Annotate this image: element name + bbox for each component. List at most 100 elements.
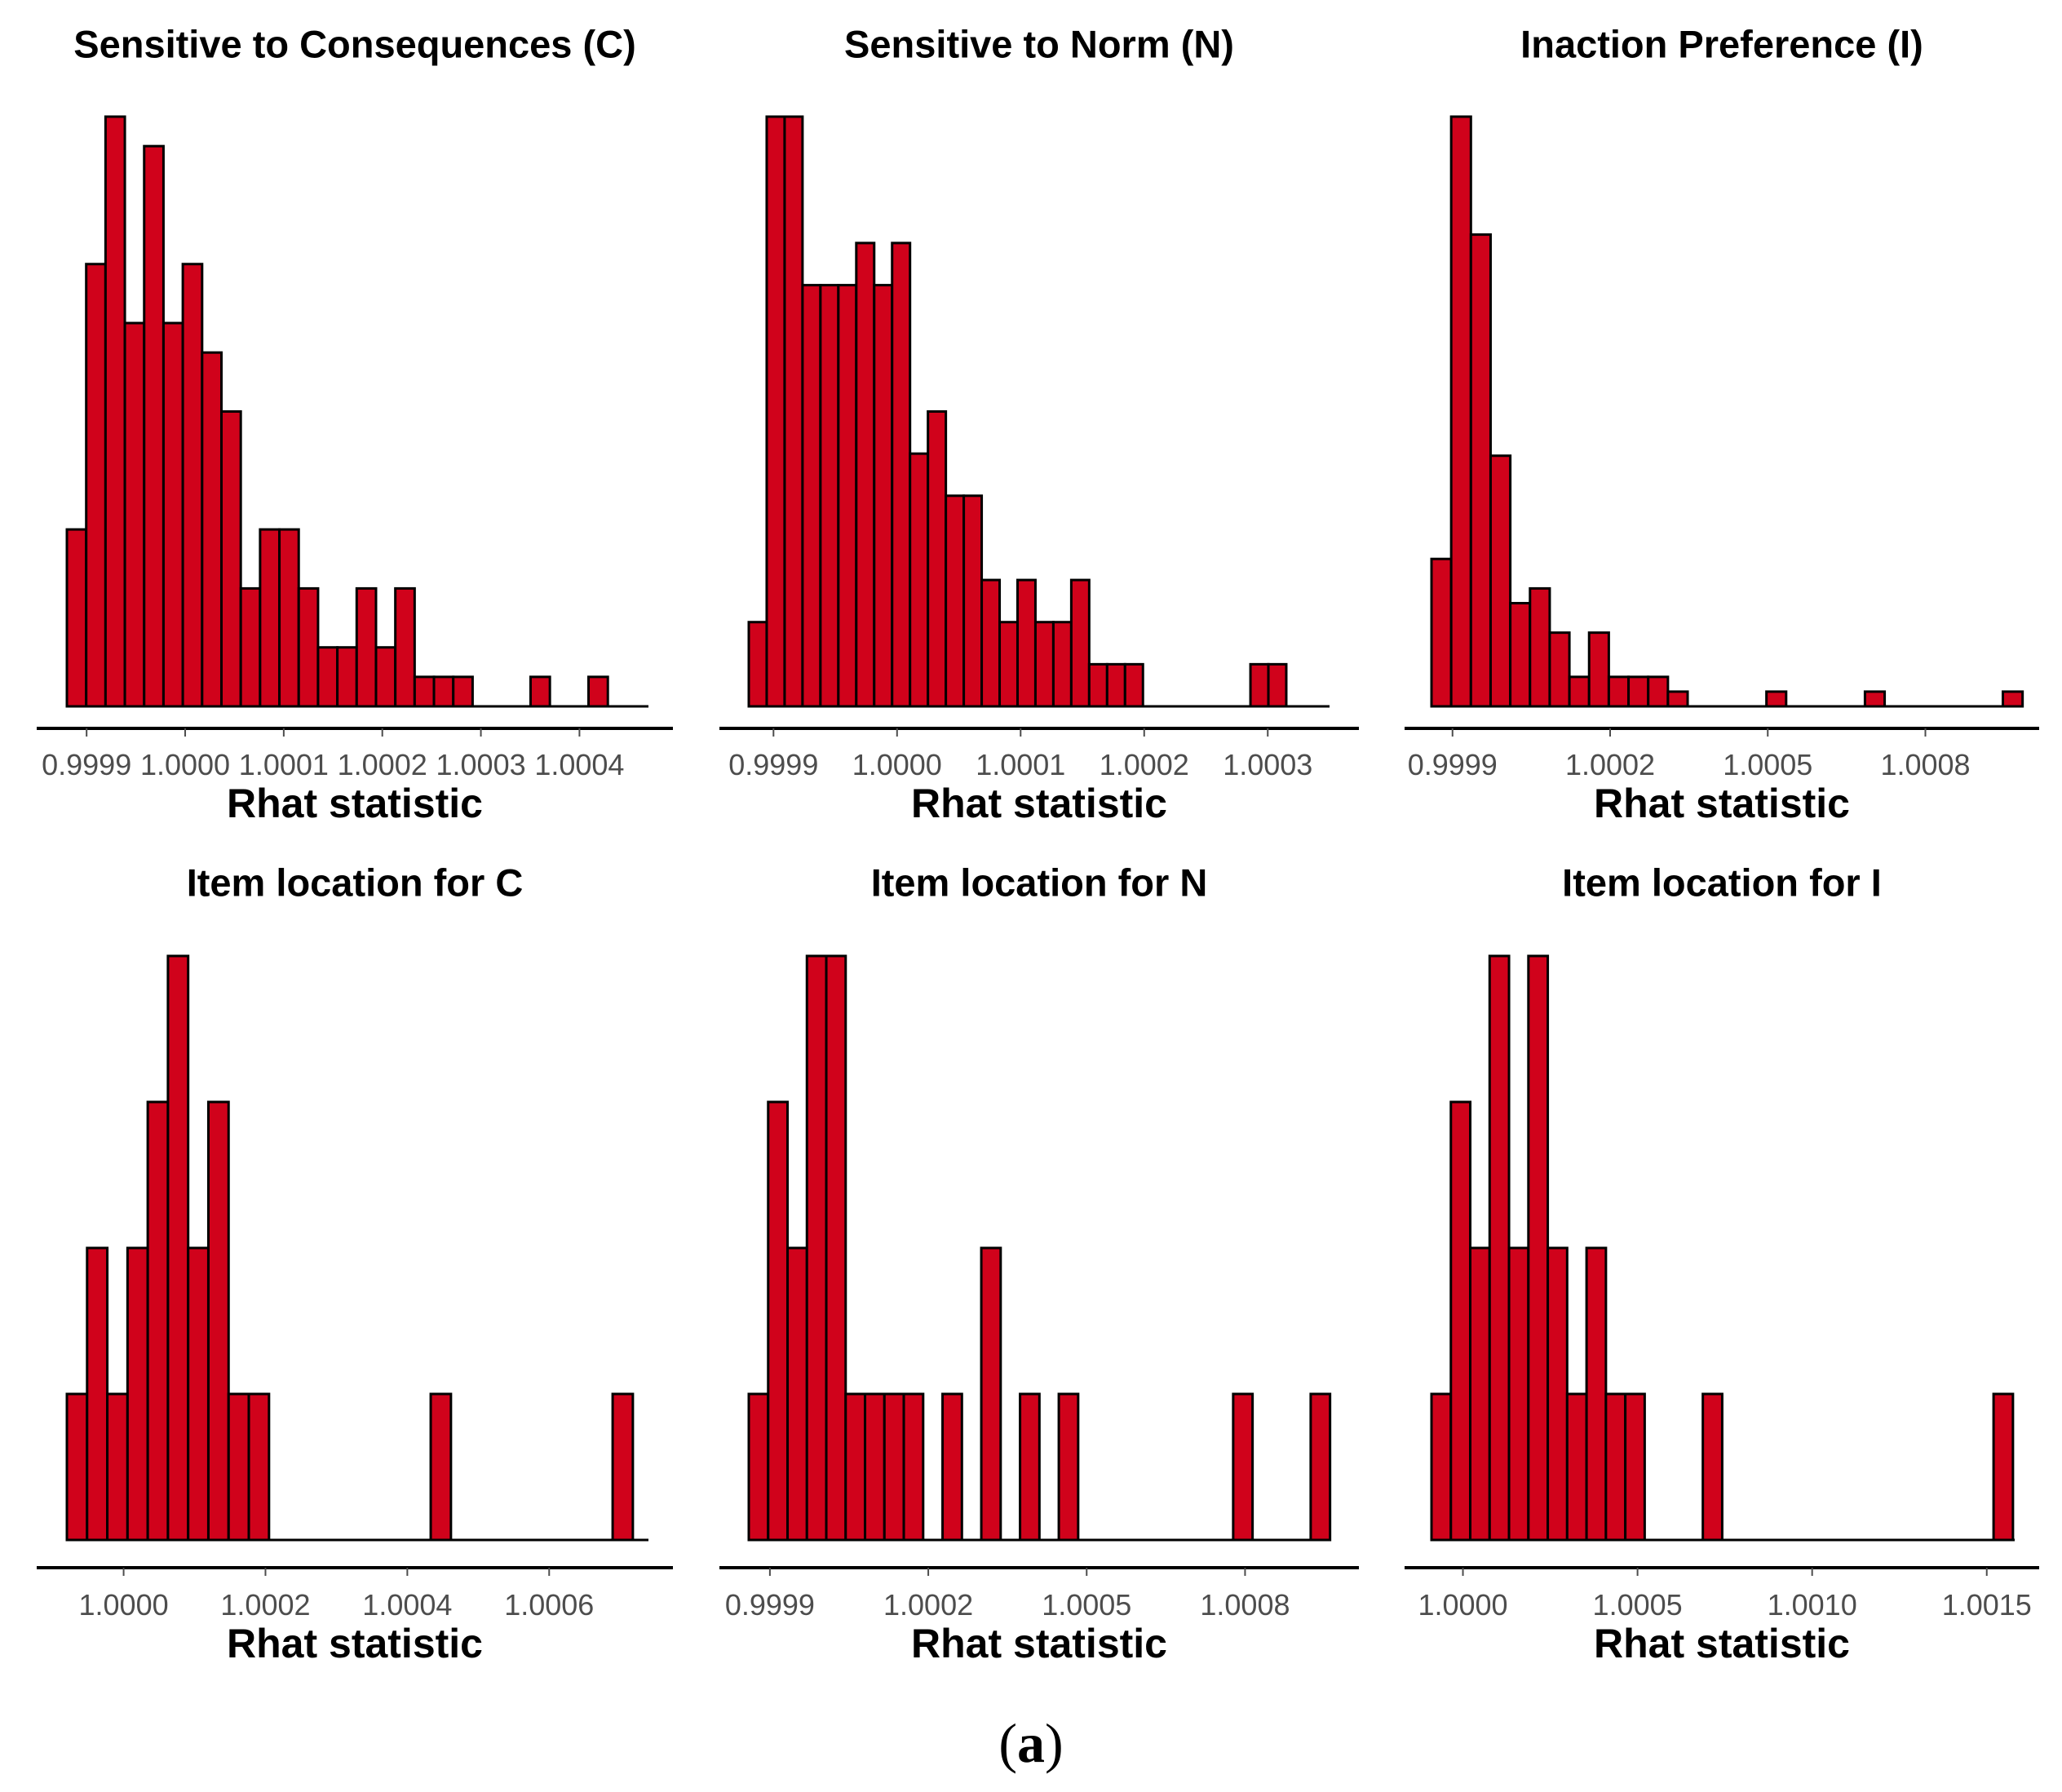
histogram-bar bbox=[1607, 675, 1631, 708]
histogram-bar bbox=[864, 1392, 886, 1542]
histogram-bar bbox=[85, 263, 107, 708]
histogram-bar bbox=[374, 646, 397, 708]
histogram-bar bbox=[1430, 557, 1453, 708]
histogram-bar bbox=[219, 410, 242, 708]
histogram-bar bbox=[227, 1392, 250, 1542]
histogram-bar bbox=[844, 1392, 867, 1542]
histogram-bar bbox=[1992, 1392, 2015, 1542]
chart-title: Item location for N bbox=[871, 861, 1208, 904]
histogram-bar bbox=[126, 1246, 149, 1542]
histogram-bar bbox=[747, 1392, 770, 1542]
x-axis-label: Rhat statistic bbox=[911, 1621, 1167, 1666]
x-tick-label: 1.0000 bbox=[852, 748, 942, 781]
histogram-bar bbox=[902, 1392, 925, 1542]
x-tick-label: 1.0002 bbox=[883, 1588, 973, 1622]
histogram-panel-3: Inaction Preference (I) 0.9999 1.0002 1.000… bbox=[1405, 22, 2039, 826]
histogram-bar bbox=[65, 528, 88, 708]
histogram-bar bbox=[1016, 578, 1037, 708]
histogram-bar bbox=[1469, 1246, 1491, 1542]
histogram-bar bbox=[86, 1246, 109, 1542]
x-tick-label: 1.0015 bbox=[1942, 1588, 2032, 1622]
x-axis-label: Rhat statistic bbox=[227, 1621, 483, 1666]
x-tick-label: 1.0001 bbox=[239, 748, 329, 781]
histogram-panel-6: Item location for I 1.0000 1.0005 1.0010 1.0… bbox=[1405, 861, 2039, 1666]
histogram-bar bbox=[1105, 662, 1126, 708]
histogram-bar bbox=[941, 1392, 963, 1542]
histogram-bar bbox=[837, 284, 858, 708]
histogram-bar bbox=[2002, 690, 2024, 708]
x-tick-label: 1.0000 bbox=[1418, 1588, 1507, 1622]
histogram-bar bbox=[1488, 954, 1511, 1542]
histogram-bar bbox=[1863, 690, 1887, 708]
x-tick-label: 0.9999 bbox=[725, 1588, 815, 1622]
histogram-bar bbox=[452, 675, 474, 708]
histogram-bar bbox=[1033, 621, 1055, 708]
histogram-bar bbox=[1051, 621, 1073, 708]
histogram-bar bbox=[1123, 662, 1144, 708]
x-tick-label: 1.0008 bbox=[1200, 1588, 1290, 1622]
x-tick-label: 1.0004 bbox=[534, 748, 624, 781]
chart-title: Sensitive to Norm (N) bbox=[844, 22, 1234, 65]
histogram-bar bbox=[587, 675, 609, 708]
histogram-bar bbox=[123, 321, 146, 708]
x-tick-label: 1.0000 bbox=[79, 1588, 169, 1622]
histogram-bar bbox=[805, 954, 828, 1542]
histogram-bar bbox=[1507, 1246, 1530, 1542]
histogram-bar bbox=[1309, 1392, 1332, 1542]
x-tick-label: 1.0003 bbox=[436, 748, 526, 781]
histogram-bar bbox=[529, 675, 551, 708]
histogram-bar bbox=[1449, 115, 1472, 708]
x-tick-label: 1.0005 bbox=[1042, 1588, 1131, 1622]
histogram-bar bbox=[873, 284, 894, 708]
histogram-bar bbox=[980, 578, 1002, 708]
histogram-bar bbox=[239, 586, 262, 708]
x-tick-label: 0.9999 bbox=[728, 748, 818, 781]
histogram-bar bbox=[1527, 954, 1550, 1542]
histogram-bar bbox=[1087, 662, 1108, 708]
histogram-panel-1: Sensitive to Consequences (C) 0.9999 1.000… bbox=[37, 22, 673, 826]
histogram-bar bbox=[1565, 1392, 1588, 1542]
x-axis-label: Rhat statistic bbox=[1594, 781, 1850, 826]
histogram-bar bbox=[945, 494, 966, 708]
histogram-bar bbox=[297, 586, 320, 708]
histogram-bar bbox=[801, 284, 822, 708]
histogram-bar bbox=[1568, 675, 1591, 708]
histogram-bar bbox=[611, 1392, 635, 1542]
x-tick-label: 1.0000 bbox=[140, 748, 230, 781]
chart-title: Sensitive to Consequences (C) bbox=[73, 22, 636, 65]
histogram-bar bbox=[336, 646, 358, 708]
histogram-bar bbox=[1624, 1392, 1646, 1542]
x-tick-label: 1.0002 bbox=[1565, 748, 1655, 781]
histogram-bar bbox=[247, 1392, 271, 1542]
x-tick-label: 1.0006 bbox=[504, 1588, 594, 1622]
histogram-bar bbox=[855, 241, 876, 708]
histogram-bar bbox=[1701, 1392, 1723, 1542]
histogram-bar bbox=[1430, 1392, 1453, 1542]
chart-title: Item location for I bbox=[1562, 861, 1882, 904]
histogram-bar bbox=[1509, 601, 1532, 708]
histogram-bar bbox=[146, 1100, 170, 1542]
histogram-bar bbox=[980, 1246, 1002, 1542]
x-tick-label: 1.0003 bbox=[1223, 748, 1312, 781]
x-tick-label: 0.9999 bbox=[1408, 748, 1498, 781]
histogram-bar bbox=[783, 115, 804, 708]
histogram-panel-2: Sensitive to Norm (N) 0.9999 1.0000 1.0001 1… bbox=[719, 22, 1359, 826]
histogram-bar bbox=[819, 284, 840, 708]
chart-title: Item location for C bbox=[187, 861, 524, 904]
histogram-bar bbox=[1019, 1392, 1041, 1542]
x-tick-label: 0.9999 bbox=[42, 748, 131, 781]
histogram-bar bbox=[786, 1246, 808, 1542]
histogram-bar bbox=[1057, 1392, 1080, 1542]
histogram-bar bbox=[429, 1392, 453, 1542]
histogram-bar bbox=[162, 321, 184, 708]
x-tick-label: 1.0002 bbox=[338, 748, 427, 781]
histogram-bar bbox=[1069, 578, 1091, 708]
histogram-bar bbox=[765, 115, 786, 708]
x-tick-label: 1.0002 bbox=[1100, 748, 1189, 781]
histogram-bar bbox=[998, 621, 1019, 708]
histogram-bar bbox=[747, 621, 768, 708]
histogram-bar bbox=[883, 1392, 905, 1542]
histogram-bar bbox=[106, 1392, 129, 1542]
histogram-bar bbox=[355, 586, 378, 708]
figure-label: (a) bbox=[998, 1712, 1063, 1774]
